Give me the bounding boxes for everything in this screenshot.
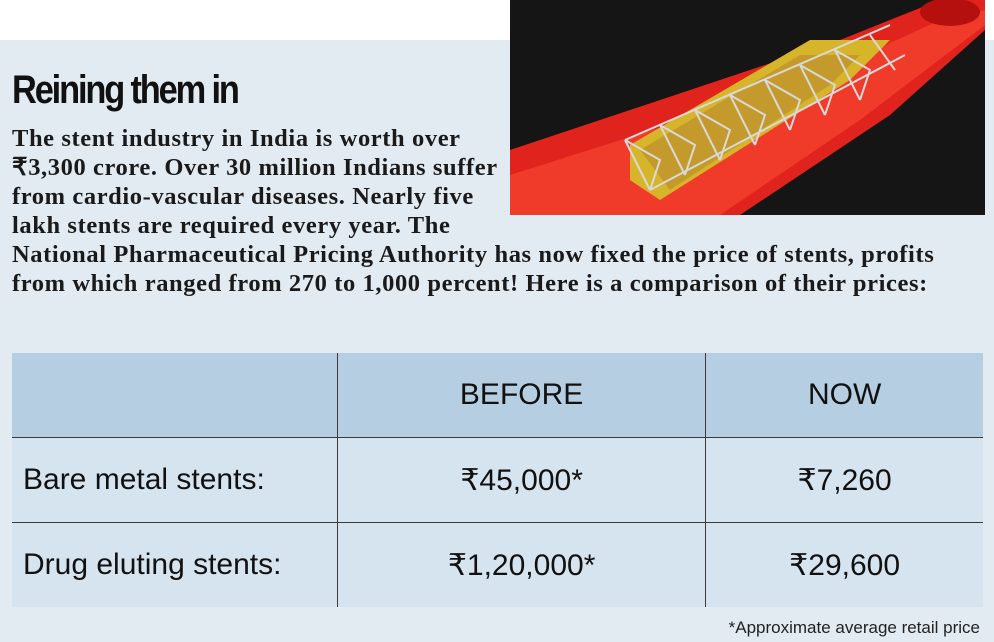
stent-photo <box>510 0 985 215</box>
table-row: Bare metal stents: ₹45,000* ₹7,260 <box>12 437 983 523</box>
header-row: BEFORE NOW <box>12 353 983 438</box>
table-row: Drug eluting stents: ₹1,20,000* ₹29,600 <box>12 522 983 607</box>
price-cell: ₹29,600 <box>705 522 983 607</box>
row-label: Bare metal stents: <box>12 437 338 523</box>
table-body: Bare metal stents: ₹45,000* ₹7,260 Drug elu… <box>12 437 983 607</box>
row-label: Drug eluting stents: <box>12 522 338 607</box>
title: Reining them in <box>12 68 240 112</box>
intro-text: The stent industry in India is worth ove… <box>12 124 987 298</box>
intro-body: The stent industry in India is worth ove… <box>12 125 935 297</box>
price-cell: ₹1,20,000* <box>336 522 707 607</box>
footnote: *Approximate average retail price <box>728 618 980 637</box>
column-header: BEFORE <box>336 353 707 438</box>
price-table: BEFORE NOW Bare metal stents: ₹45,000* ₹7,… <box>12 353 983 607</box>
corner-cell <box>12 353 338 438</box>
price-cell: ₹45,000* <box>336 437 707 523</box>
column-header: NOW <box>705 353 983 438</box>
price-cell: ₹7,260 <box>705 437 983 523</box>
